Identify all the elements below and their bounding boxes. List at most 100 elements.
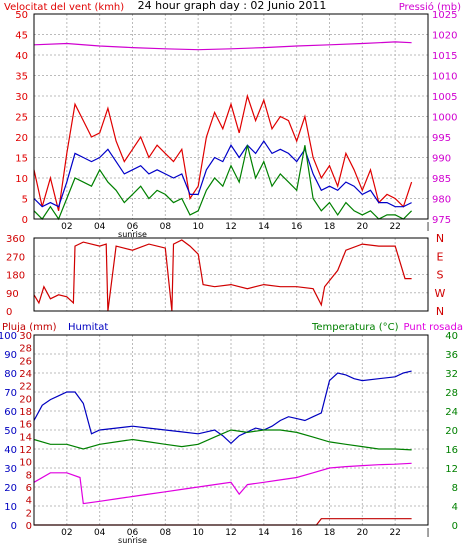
p2-left-tick-label: 180 (6, 271, 25, 282)
p1-frame (33, 13, 429, 220)
p2-left-tick-label: 270 (6, 252, 25, 263)
p2-left-tick-label: 90 (6, 289, 19, 300)
p1-right-tick-label: 1005 (432, 92, 457, 103)
p1-right-tick-label: 990 (432, 154, 451, 165)
series-rain (34, 518, 412, 526)
p3-humidity-tick-label: 40 (4, 445, 17, 456)
p3-rain-tick-label: 16 (19, 420, 32, 431)
p3-temp-tick-label: 16 (445, 445, 458, 456)
p3-temp-tick-label: 36 (445, 350, 458, 361)
p3-rain-tick-label: 24 (19, 369, 32, 380)
p1-x-tick-label: 06 (127, 222, 139, 232)
p3-rain-tick-label: 18 (19, 407, 32, 418)
series-dewpoint (33, 462, 412, 505)
p1-right-tick-label: 985 (432, 174, 451, 185)
p1-sunrise-label: sunrise (118, 230, 147, 239)
p1-right-tick-label: 1015 (432, 51, 457, 62)
p2-compass-label: E (437, 250, 444, 263)
p1-left-tick-label: 10 (15, 174, 28, 185)
p3-sunrise-label: sunrise (118, 536, 147, 545)
p3-rain-tick-label: 4 (26, 496, 32, 507)
p1-x-tick-label: 08 (160, 222, 172, 232)
p3-rain-tick-label: 14 (19, 432, 32, 443)
p1-right-tick-label: 980 (432, 195, 451, 206)
p1-x-tick-label: 16 (291, 222, 303, 232)
p3-rain-tick-label: 26 (19, 356, 32, 367)
p3-rain-tick-label: 20 (19, 394, 32, 405)
pressure-axis-label: Pressió (mb) (399, 1, 461, 13)
p1-x-tick-label: 18 (324, 222, 336, 232)
p1-right-tick-label: 1000 (432, 113, 457, 124)
p3-x-tick-label: 18 (324, 528, 336, 538)
p3-humidity-tick-label: 70 (4, 388, 17, 399)
p3-x-tick-label: 16 (291, 528, 303, 538)
p1-left-tick-label: 35 (15, 72, 28, 83)
p2-frame (33, 237, 429, 312)
p1-left-tick-label: 20 (15, 133, 28, 144)
p3-humidity-tick-label: 30 (4, 464, 17, 475)
p3-x-tick-label: 20 (357, 528, 369, 538)
p3-humidity-tick-label: 0 (11, 521, 17, 532)
series-humidity (33, 370, 412, 445)
p1-right-tick-label: 975 (432, 215, 451, 226)
series-wind_avg (33, 140, 412, 208)
p3-rain-tick-label: 6 (26, 483, 32, 494)
p2-compass-label: N (436, 305, 444, 318)
p3-temp-tick-label: 8 (452, 483, 458, 494)
p3-temp-tick-label: 28 (445, 388, 458, 399)
p1-x-tick-label: | (426, 222, 429, 232)
p2-compass-label: S (437, 269, 444, 282)
p3-x-tick-label: | (426, 528, 429, 538)
p1-left-tick-label: 5 (22, 195, 28, 206)
p3-rain-tick-label: 28 (19, 344, 32, 355)
p1-right-tick-label: 1025 (432, 10, 457, 21)
chart-title: 24 hour graph day : 02 Junio 2011 (138, 0, 327, 12)
humidity-axis-label: Humitat (68, 322, 108, 333)
p3-rain-tick-label: 30 (19, 331, 32, 342)
series-direction (33, 239, 412, 312)
p3-temp-tick-label: 32 (445, 369, 458, 380)
series-pressure (33, 41, 412, 51)
p3-humidity-tick-label: 80 (4, 369, 17, 380)
p1-right-tick-label: 995 (432, 133, 451, 144)
p2-compass-label: N (436, 232, 444, 245)
p3-temp-tick-label: 12 (445, 464, 458, 475)
p3-x-tick-label: 08 (160, 528, 172, 538)
p1-left-tick-label: 50 (15, 10, 28, 21)
p1-left-tick-label: 15 (15, 154, 28, 165)
p1-x-tick-label: 10 (192, 222, 204, 232)
p1-x-tick-label: 04 (94, 222, 106, 232)
p3-humidity-tick-label: 10 (4, 502, 17, 513)
p3-temp-tick-label: 24 (445, 407, 458, 418)
series-wind_speed (33, 93, 413, 211)
p1-x-tick-label: 02 (61, 222, 72, 232)
p3-frame (33, 334, 429, 526)
p3-rain-tick-label: 10 (19, 458, 32, 469)
p1-left-tick-label: 45 (15, 31, 28, 42)
p1-right-tick-label: 1020 (432, 31, 457, 42)
p1-x-tick-label: 14 (258, 222, 270, 232)
p2-left-tick-label: 360 (6, 234, 25, 245)
p3-rain-tick-label: 0 (26, 521, 32, 532)
p3-rain-tick-label: 2 (26, 508, 32, 519)
p3-rain-tick-label: 12 (19, 445, 32, 456)
p3-x-tick-label: 06 (127, 528, 139, 538)
p3-temp-tick-label: 40 (445, 331, 458, 342)
dewpoint-axis-label: Punt rosada (404, 322, 463, 333)
p3-humidity-tick-label: 60 (4, 407, 17, 418)
series-temperature (33, 429, 412, 451)
p3-x-tick-label: 12 (225, 528, 236, 538)
p1-left-tick-label: 40 (15, 51, 28, 62)
p1-right-tick-label: 1010 (432, 72, 457, 83)
p3-x-tick-label: 10 (192, 528, 204, 538)
p3-x-tick-label: 14 (258, 528, 270, 538)
p3-rain-tick-label: 22 (19, 382, 32, 393)
p1-left-tick-label: 25 (15, 113, 28, 124)
p2-compass-label: W (435, 287, 446, 300)
series-wind_gust (33, 145, 413, 221)
p3-temp-tick-label: 4 (452, 502, 458, 513)
wind-axis-label: Velocitat del vent (kmh) (4, 2, 124, 13)
p3-rain-tick-label: 8 (26, 470, 32, 481)
